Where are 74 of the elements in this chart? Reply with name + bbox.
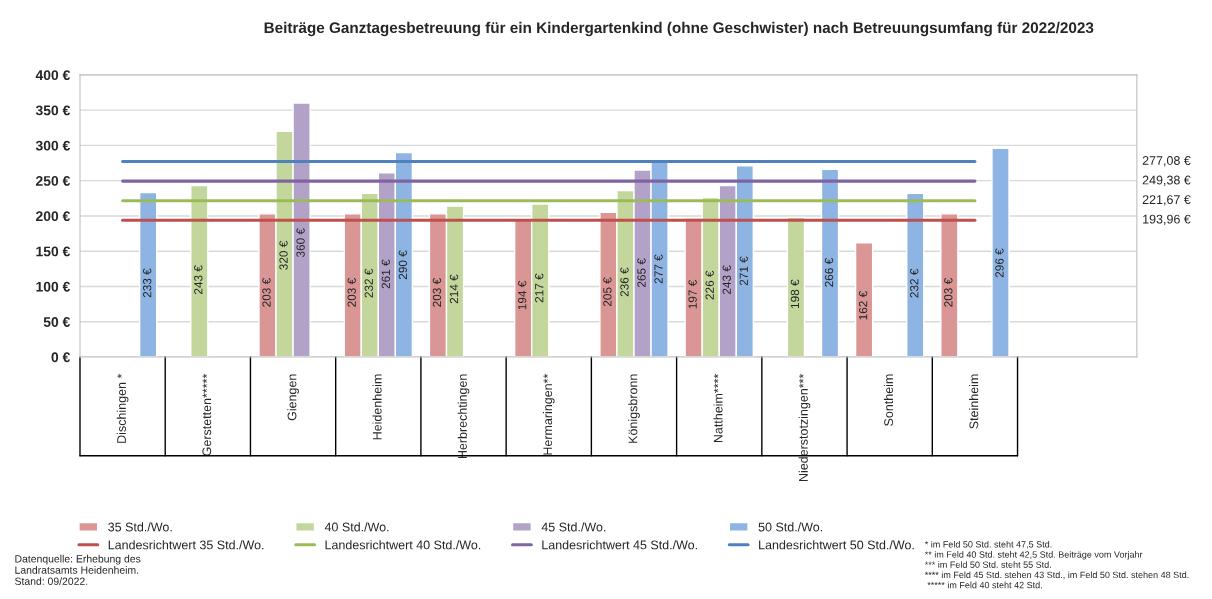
y-tick-label: 100 € [36,281,71,292]
legend-label: Landesrichtwert 50 Std./Wo. [759,540,914,550]
data-label: 243 € [194,265,203,295]
text: * im Feld 50 Std. steht 47,5 Std. [924,540,1052,549]
data-label: 277 € [654,254,663,284]
x-tick-label: Giengen [287,374,299,421]
text: **** im Feld 45 Std. stehen 43 Std., im Feld 50 Std. stehen 48 Std. [924,571,1189,580]
data-label: 214 € [449,274,459,304]
x-tick-label: Heidenheim [372,374,382,440]
y-tick-label: 150 € [36,246,71,257]
x-tick-label: Hermaringen** [542,373,555,455]
data-label: 320 € [279,240,288,270]
text: Datenquelle: Erhebung des Landratsamts Heidenheim. Stand: 09/2022. [15,554,141,585]
data-label: 217 € [535,273,544,303]
x-tick-label: Dischingen * [116,373,129,443]
legend-label: 40 Std./Wo. [324,522,389,532]
y-tick-label: 200 € [36,211,71,222]
bar [138,191,158,357]
x-tick-label: Sontheim [883,374,894,426]
data-label: 162 € [858,290,868,320]
x-tick-label: Königsbronn [628,374,640,443]
data-label: 226 € [705,270,714,300]
data-label: 197 € [688,279,697,309]
text: ***** im Feld 40 steht 42 Std. [927,581,1042,589]
text: ** im Feld 40 Std. steht 42,5 Std. Beiträge vom Vorjahr [924,551,1143,560]
bar [991,147,1010,357]
legend-label: Landesrichtwert 35 Std./Wo. [108,540,264,550]
data-label: 232 € [910,268,919,298]
legend-label: Landesrichtwert 45 Std./Wo. [542,540,697,550]
data-label: 266 € [824,257,834,287]
x-tick-label: Herbrechtingen [457,374,470,459]
bar [940,213,959,357]
y-tick-label: 300 € [35,140,71,151]
data-label: 198 € [790,279,800,309]
x-tick-label: Nattheim**** [713,373,723,443]
data-label: 233 € [142,268,152,298]
text: 193,96 € [1143,214,1191,226]
data-label: 203 € [944,277,953,307]
data-label: 203 € [347,277,356,307]
x-tick-label: Steinheim [969,374,979,429]
data-label: 265 € [637,258,646,288]
data-label: 296 € [995,248,1004,278]
data-label: 203 € [432,277,442,307]
text: 277,08 € [1142,156,1191,167]
y-tick-label: 250 € [36,176,71,186]
x-tick-label: Gerstetten***** [202,373,212,456]
bar [820,168,840,357]
data-label: 203 € [262,277,271,307]
data-label: 194 € [518,280,527,310]
data-label: 232 € [364,268,373,298]
y-tick-label: 0 € [51,352,71,363]
legend-label: 50 Std./Wo. [758,522,823,532]
text: 249,38 € [1142,175,1191,186]
data-label: 261 € [381,259,390,289]
x-tick-label: Niederstotzingen*** [798,373,811,482]
bar [786,216,806,357]
data-label: 236 € [620,267,629,297]
legend-label: 35 Std./Wo. [108,522,172,532]
y-tick-label: 50 € [43,317,71,327]
legend-label: 45 Std./Wo. [541,522,606,532]
data-label: 360 € [296,228,305,258]
bar [906,192,925,357]
data-label: 205 € [603,277,612,307]
chart-title: Beiträge Ganztagesbetreuung für ein Kindergartenkind (ohne Geschwister) nach Betreuungsumfang für 2022/2023 [264,21,1094,37]
legend-label: Landesrichtwert 40 Std./Wo. [325,540,481,550]
data-label: 271 € [739,256,748,286]
text: 221,67 € [1142,195,1191,206]
bar [190,184,209,357]
bar [854,242,874,357]
text: *** im Feld 50 Std. steht 55 Std. [924,561,1051,568]
data-label: 290 € [398,250,408,280]
y-tick-label: 400 € [35,70,71,81]
data-label: 243 € [722,265,731,295]
y-tick-label: 350 € [35,105,71,116]
